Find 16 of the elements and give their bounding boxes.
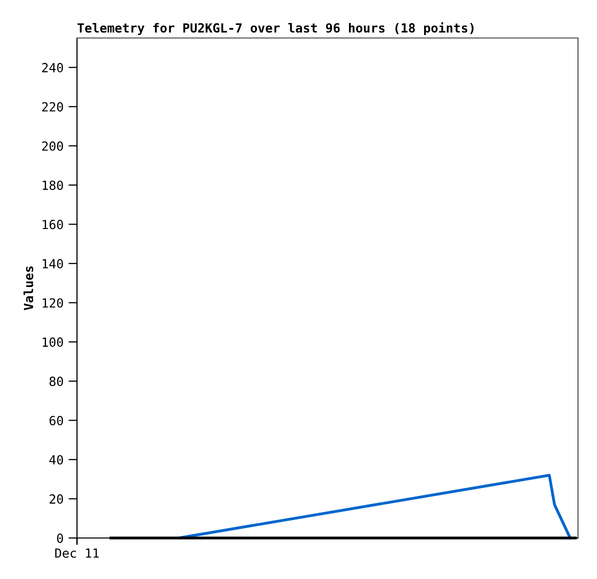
y-tick-label: 100 (42, 337, 63, 347)
y-tick-label: 0 (57, 534, 63, 543)
y-axis-title: Values (24, 266, 34, 310)
y-tick-label: 200 (42, 141, 63, 151)
y-tick-label: 240 (42, 62, 63, 72)
y-tick-label: 140 (42, 258, 63, 268)
y-tick-label: 20 (50, 494, 63, 504)
chart-title: Telemetry for PU2KGL-7 over last 96 hours (18 points) (78, 22, 474, 36)
y-tick-label: 220 (42, 102, 63, 112)
y-tick-label: 120 (42, 298, 63, 308)
text: Dec 11 (55, 548, 99, 558)
y-tick-label: 40 (49, 455, 63, 465)
y-tick-label: 180 (42, 180, 63, 190)
y-tick-label: 80 (50, 376, 63, 386)
y-tick-label: 60 (50, 416, 63, 426)
y-tick-label: 160 (42, 220, 63, 230)
